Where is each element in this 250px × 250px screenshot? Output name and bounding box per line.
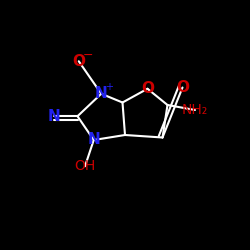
Text: OH: OH [74,159,96,173]
Text: O: O [176,80,189,95]
Text: N: N [48,109,60,124]
Text: NH₂: NH₂ [182,103,208,117]
Text: N: N [95,86,108,101]
Text: O: O [72,54,85,69]
Text: O: O [141,81,154,96]
Text: +: + [105,82,113,92]
Text: −: − [82,48,93,62]
Text: N: N [88,132,100,148]
